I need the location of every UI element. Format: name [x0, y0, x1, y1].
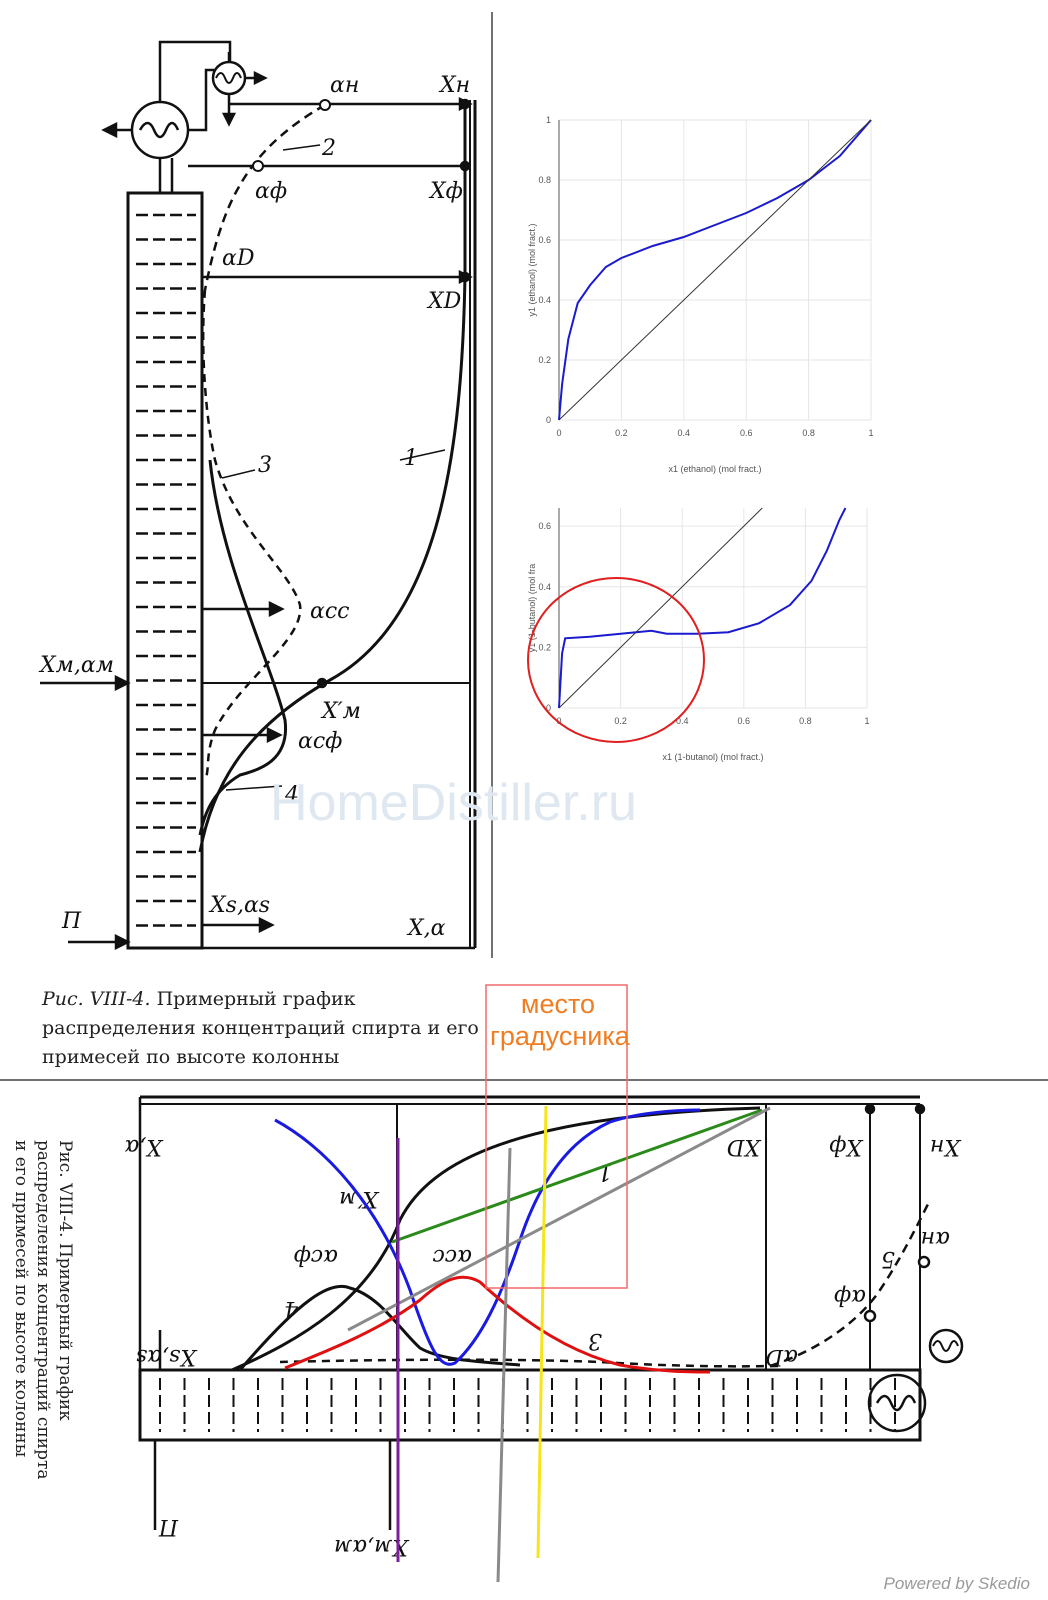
caption-text: Примерный график распределения концентра… — [42, 988, 479, 1068]
curve-3-intermediate — [201, 289, 302, 781]
label-alpha-cf: αсф — [298, 729, 342, 754]
label-axis: X,α — [406, 916, 446, 941]
series-equilibrium — [558, 119, 872, 421]
rotated-labels: X,α Xs,αs X′м αсф αсс 4 3 1 XD Xф Xн αф … — [124, 1134, 962, 1559]
label-curve-1: 1 — [404, 446, 418, 471]
label-alpha-f: αф — [255, 179, 287, 204]
svg-text:αсф: αсф — [294, 1244, 338, 1269]
x-tick-label: 0.2 — [615, 428, 628, 438]
y-tick-label: 0.2 — [538, 355, 551, 365]
annotations — [274, 984, 771, 1583]
label-X-f: Xф — [428, 179, 463, 204]
svg-text:Xн: Xн — [930, 1134, 962, 1159]
label-X-m-prime: X′м — [320, 699, 361, 724]
thermometer-zone-box — [485, 984, 628, 1289]
column-labels: αн Xн αф Xф αD XD 2 1 3 αсс X′м αсф 4 Xм… — [38, 73, 470, 941]
svg-text:αф: αф — [834, 1284, 866, 1309]
column-body — [126, 191, 204, 950]
svg-text:и его примесей по высоте колон: и его примесей по высоте колонны — [11, 1140, 31, 1457]
rotated-caption: Рис. VIII-4. Примерный график распределе… — [11, 1140, 75, 1480]
y-tick-label: 0.4 — [538, 582, 551, 592]
y-tick-label: 0.6 — [538, 521, 551, 531]
ethanol-vle-chart: 0 0.2 0.4 0.6 0.8 1 0 0.2 0.4 0.6 0.8 1 x1 (ethanol)… — [527, 115, 874, 474]
x-tick-label: 0.6 — [740, 428, 753, 438]
caption-lead: Рис. VIII-4. — [42, 988, 151, 1010]
y-tick-label: 0.2 — [538, 642, 551, 652]
svg-text:XD: XD — [726, 1134, 762, 1159]
x-axis-label: x1 (ethanol) (mol fract.) — [668, 464, 761, 474]
thermometer-note: место градусника — [490, 989, 630, 1051]
svg-text:3: 3 — [588, 1328, 602, 1353]
blue-curve — [274, 1108, 701, 1366]
y-tick-label: 1 — [546, 115, 551, 125]
y-tick-label: 0 — [546, 703, 551, 713]
x-tick-label: 1 — [868, 428, 873, 438]
label-alpha-D: αD — [222, 246, 255, 271]
label-feed: Xм,αм — [38, 653, 114, 678]
curve-2-head-impurities — [203, 103, 326, 291]
x-tick-label: 0.2 — [614, 716, 627, 726]
y-tick-label: 0.8 — [538, 175, 551, 185]
curve-1-alcohol — [198, 104, 467, 853]
y-tick-label: 0.4 — [538, 295, 551, 305]
x-tick-label: 0 — [556, 716, 561, 726]
label-X-n: Xн — [438, 73, 470, 98]
series-equilibrium — [558, 507, 847, 709]
column-trays — [136, 213, 196, 927]
label-curve-2: 2 — [321, 136, 336, 161]
highlight-circle — [527, 577, 705, 743]
gray-line-1 — [347, 1106, 771, 1332]
footer-credit: Powered by Skedio — [883, 1574, 1030, 1593]
butanol-vle-chart: 0 0.2 0.4 0.6 0.8 1 0 0.2 0.4 0.6 x1 (1-butanol) (… — [527, 507, 870, 762]
column-diagram — [40, 40, 477, 951]
yellow-line — [536, 1105, 548, 1559]
y-axis-label: y1 (1-butanol) (mol fra — [527, 564, 537, 653]
svg-text:Рис. VIII-4. Примерный график: Рис. VIII-4. Примерный график — [55, 1140, 75, 1421]
figure-caption: Рис. VIII-4. Примерный график распределе… — [42, 985, 482, 1072]
svg-text:5: 5 — [881, 1246, 895, 1271]
x-tick-label: 0 — [556, 428, 561, 438]
x-tick-label: 0.8 — [799, 716, 812, 726]
series-diagonal — [558, 507, 763, 709]
label-alpha-cc: αсс — [310, 599, 350, 624]
curve-4-tail-impurities — [198, 459, 287, 836]
gray-line-2 — [496, 1147, 512, 1583]
label-curve-4: 4 — [284, 783, 299, 808]
svg-text:αсс: αсс — [433, 1244, 473, 1269]
x-axis-label: x1 (1-butanol) (mol fract.) — [662, 752, 763, 762]
label-alpha-n: αн — [330, 73, 359, 98]
svg-text:Xф: Xф — [829, 1134, 864, 1159]
x-tick-label: 1 — [864, 716, 869, 726]
x-tick-label: 0.8 — [802, 428, 815, 438]
x-tick-label: 0.4 — [678, 428, 691, 438]
y-tick-label: 0.6 — [538, 235, 551, 245]
y-axis-label: y1 (ethanol) (mol fract.) — [527, 223, 537, 316]
series-diagonal — [558, 119, 872, 421]
x-tick-label: 0.4 — [676, 716, 689, 726]
watermark: HomeDistiller.ru — [270, 774, 637, 832]
y-tick-label: 0 — [546, 415, 551, 425]
svg-text:П: П — [158, 1514, 179, 1539]
green-line — [391, 1108, 763, 1244]
svg-text:Xs,αs: Xs,αs — [136, 1344, 198, 1369]
svg-text:αD: αD — [765, 1344, 798, 1369]
svg-text:4: 4 — [284, 1296, 299, 1321]
label-bottom-out: Xs,αs — [208, 893, 270, 918]
label-X-D: XD — [426, 289, 462, 314]
rotated-column-diagram — [138, 1095, 964, 1530]
svg-text:распределения концентраций спи: распределения концентраций спирта — [33, 1140, 53, 1480]
svg-text:αн: αн — [921, 1226, 950, 1251]
label-curve-3: 3 — [258, 453, 272, 478]
red-curve — [284, 1275, 711, 1374]
x-tick-label: 0.6 — [738, 716, 751, 726]
svg-text:X,α: X,α — [124, 1134, 164, 1159]
label-P: П — [61, 909, 82, 934]
